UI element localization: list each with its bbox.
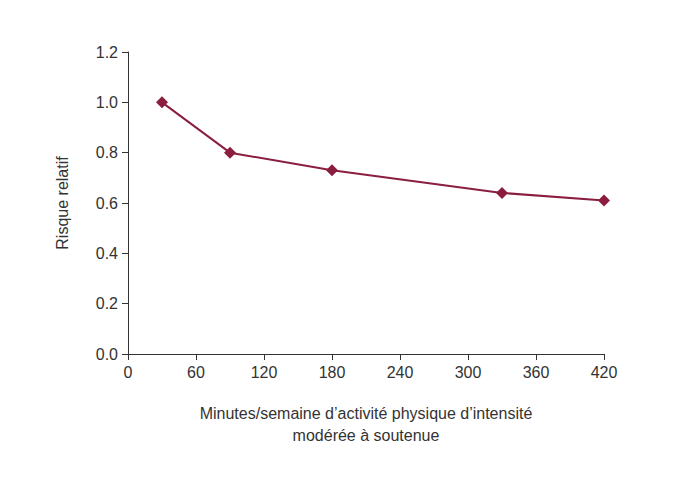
svg-text:120: 120 — [251, 364, 278, 381]
svg-text:1.0: 1.0 — [96, 94, 118, 111]
svg-text:1.2: 1.2 — [96, 44, 118, 61]
svg-text:240: 240 — [387, 364, 414, 381]
svg-text:180: 180 — [319, 364, 346, 381]
svg-text:Minutes/semaine d’activité phy: Minutes/semaine d’activité physique d’in… — [200, 405, 533, 422]
svg-text:420: 420 — [591, 364, 618, 381]
svg-text:modérée à soutenue: modérée à soutenue — [293, 427, 440, 444]
svg-text:60: 60 — [187, 364, 205, 381]
svg-text:0.8: 0.8 — [96, 144, 118, 161]
svg-text:0.2: 0.2 — [96, 295, 118, 312]
svg-text:0: 0 — [124, 364, 133, 381]
svg-text:300: 300 — [455, 364, 482, 381]
svg-text:360: 360 — [523, 364, 550, 381]
svg-text:0.6: 0.6 — [96, 195, 118, 212]
svg-text:0.0: 0.0 — [96, 346, 118, 363]
svg-text:Risque relatif: Risque relatif — [54, 156, 71, 250]
svg-text:0.4: 0.4 — [96, 245, 118, 262]
